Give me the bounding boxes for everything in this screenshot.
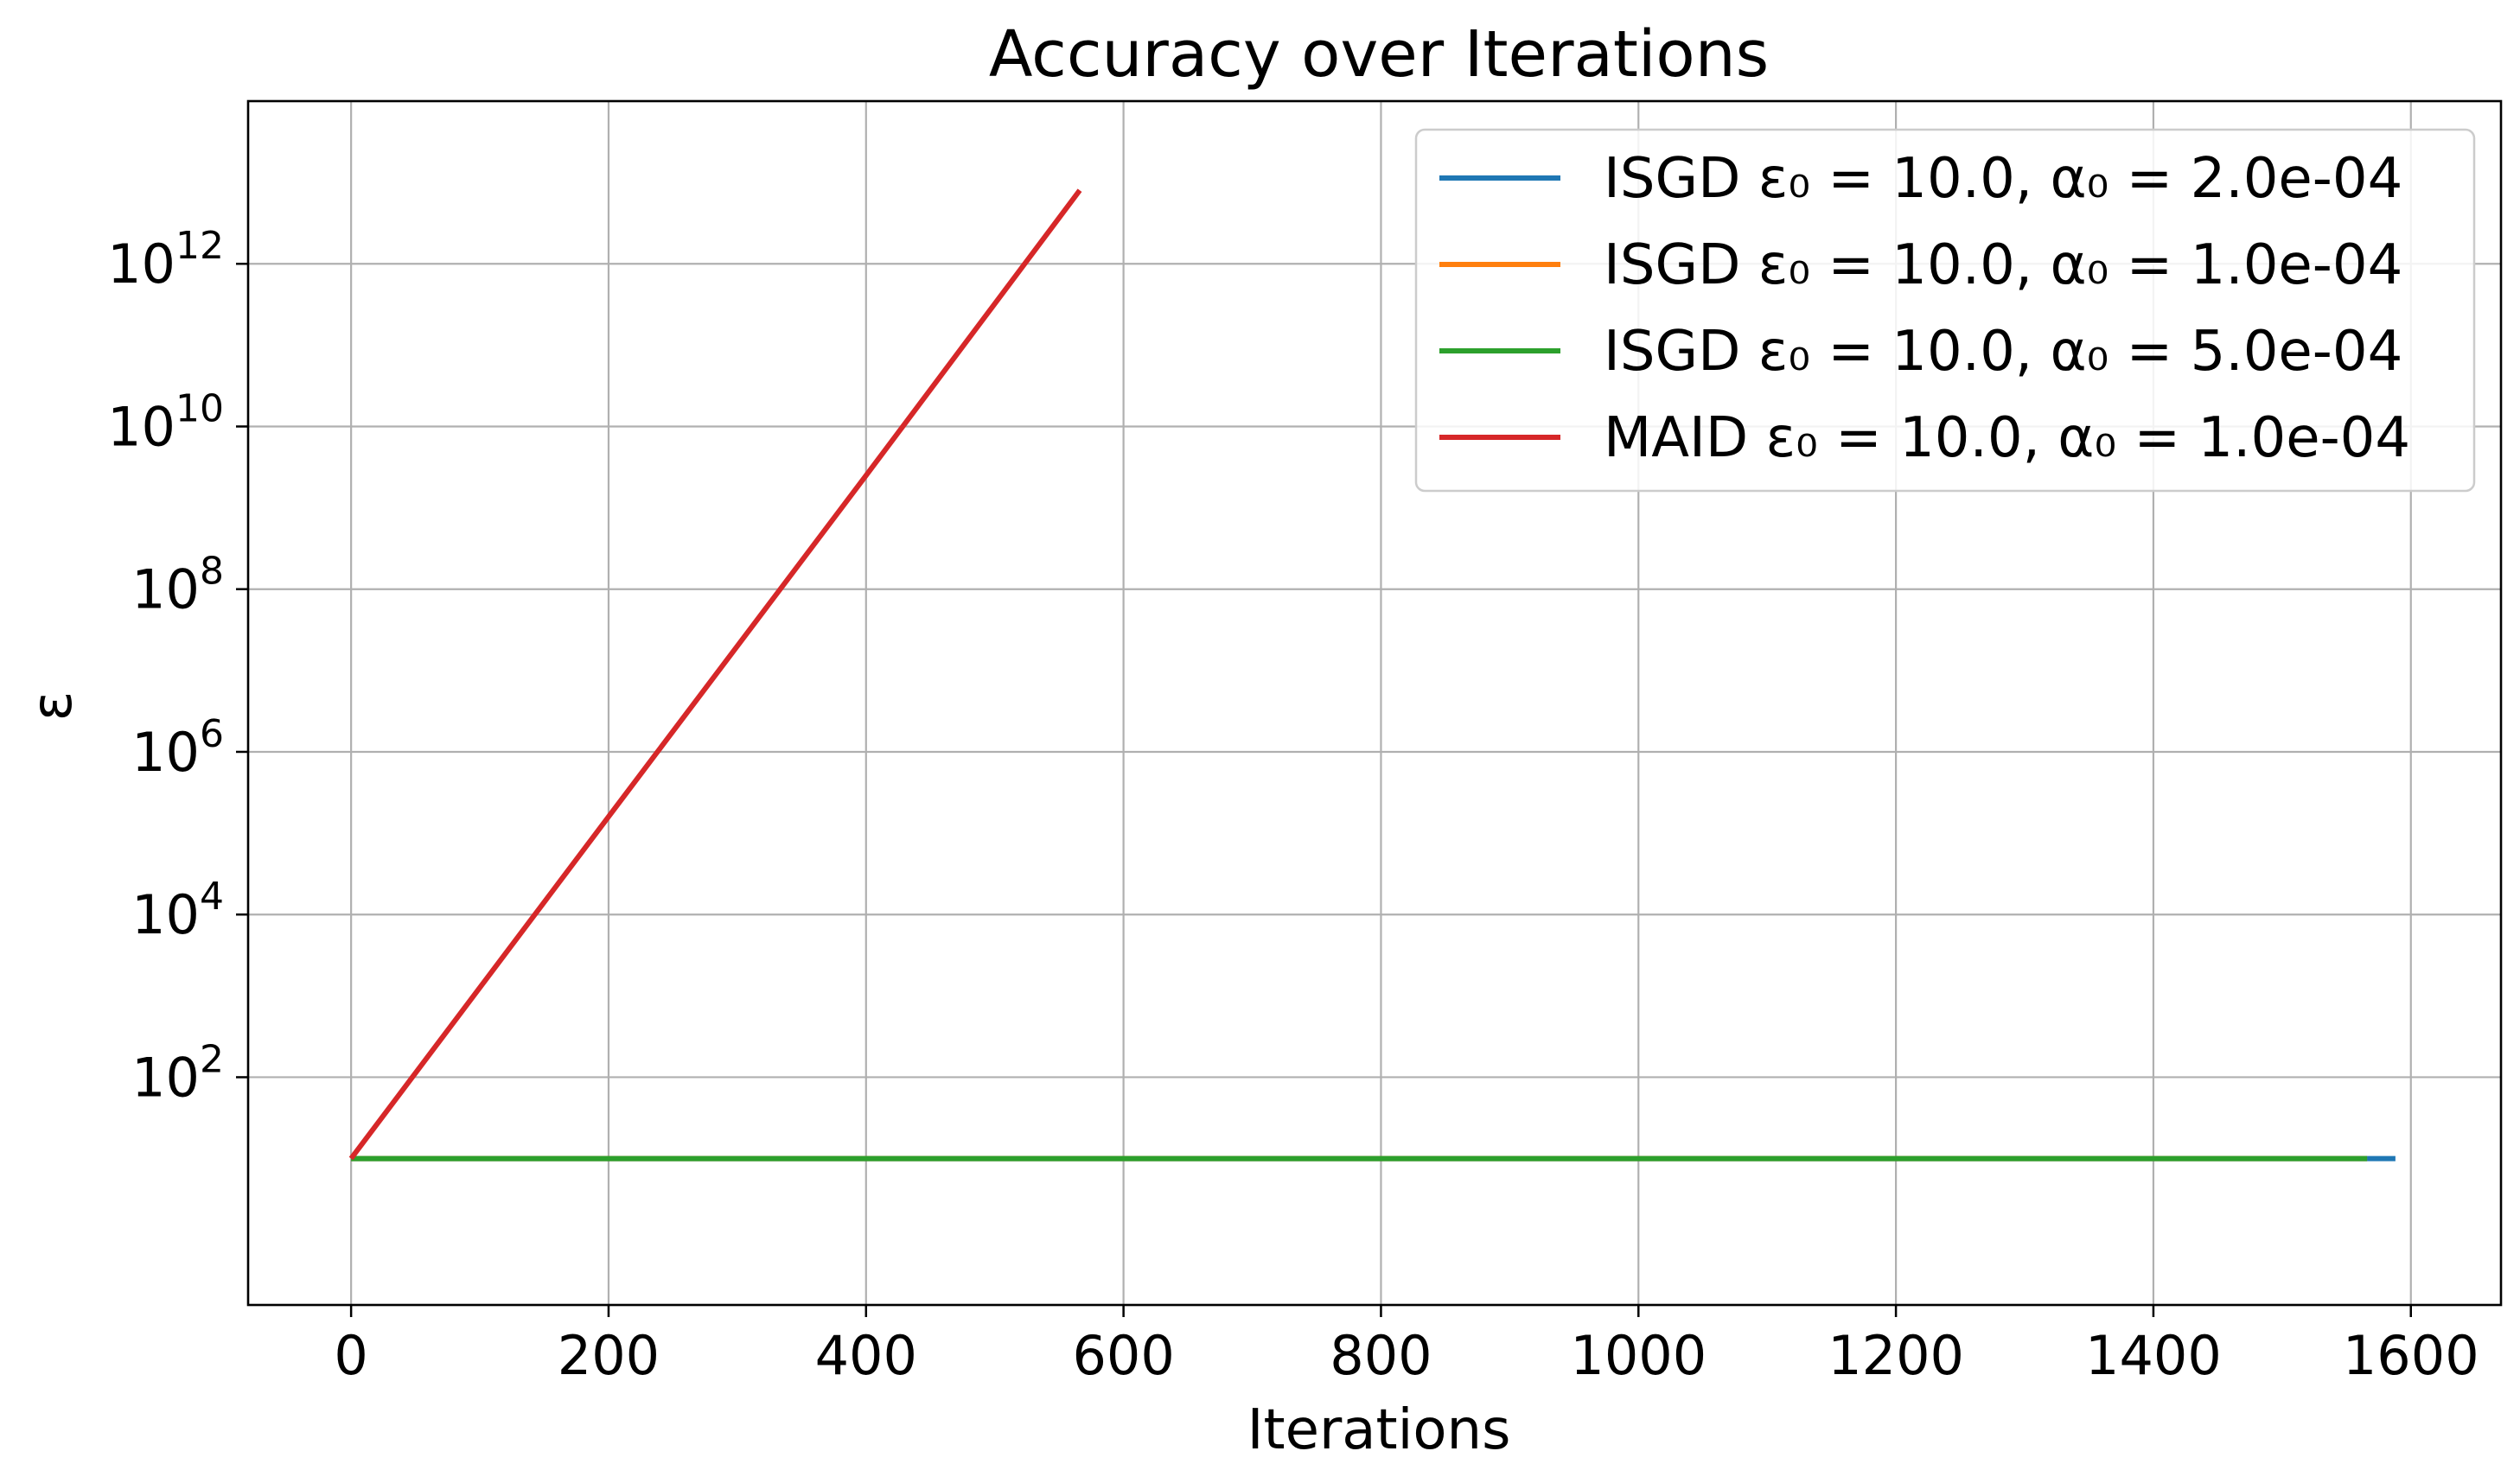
- y-tick-label: 1012: [107, 224, 224, 296]
- x-tick-label: 0: [334, 1324, 367, 1387]
- plot-frame: [246, 99, 2503, 1307]
- legend-label-1: ISGD ε₀ = 10.0, α₀ = 2.0e-04: [1604, 147, 2402, 211]
- series-line-4: [348, 188, 1082, 1161]
- y-axis-ticks: 102 104 106 108 1010 1012: [107, 224, 248, 1109]
- x-tick-label: 400: [815, 1324, 917, 1387]
- y-axis-label: ε: [21, 691, 85, 722]
- x-tick-label: 1200: [1828, 1324, 1964, 1387]
- x-axis-label: Iterations: [1247, 1398, 1511, 1462]
- y-tick-label: 108: [131, 550, 224, 621]
- chart-title: Accuracy over Iterations: [989, 17, 1769, 92]
- legend-items: ISGD ε₀ = 10.0, α₀ = 2.0e-04 ISGD ε₀ = 10…: [1439, 147, 2410, 470]
- y-tick-label: 1010: [107, 386, 224, 458]
- y-tick-label: 106: [131, 712, 224, 784]
- x-axis-ticks: 0 200 400 600 800 1000 1200 1400 1600: [334, 1305, 2479, 1387]
- legend-label-2: ISGD ε₀ = 10.0, α₀ = 1.0e-04: [1604, 233, 2402, 297]
- x-tick-label: 800: [1330, 1324, 1432, 1387]
- legend-label-3: ISGD ε₀ = 10.0, α₀ = 5.0e-04: [1604, 320, 2402, 384]
- series-lines: [348, 188, 2396, 1162]
- legend: ISGD ε₀ = 10.0, α₀ = 2.0e-04 ISGD ε₀ = 10…: [1414, 128, 2476, 493]
- y-tick-label: 102: [131, 1037, 224, 1109]
- x-tick-label: 600: [1072, 1324, 1174, 1387]
- x-tick-label: 1000: [1570, 1324, 1707, 1387]
- legend-label-4: MAID ε₀ = 10.0, α₀ = 1.0e-04: [1604, 406, 2410, 470]
- x-tick-label: 1600: [2343, 1324, 2479, 1387]
- y-tick-label: 104: [131, 875, 224, 946]
- legend-box: [1414, 128, 2476, 493]
- x-tick-label: 1400: [2085, 1324, 2222, 1387]
- x-tick-label: 200: [558, 1324, 660, 1387]
